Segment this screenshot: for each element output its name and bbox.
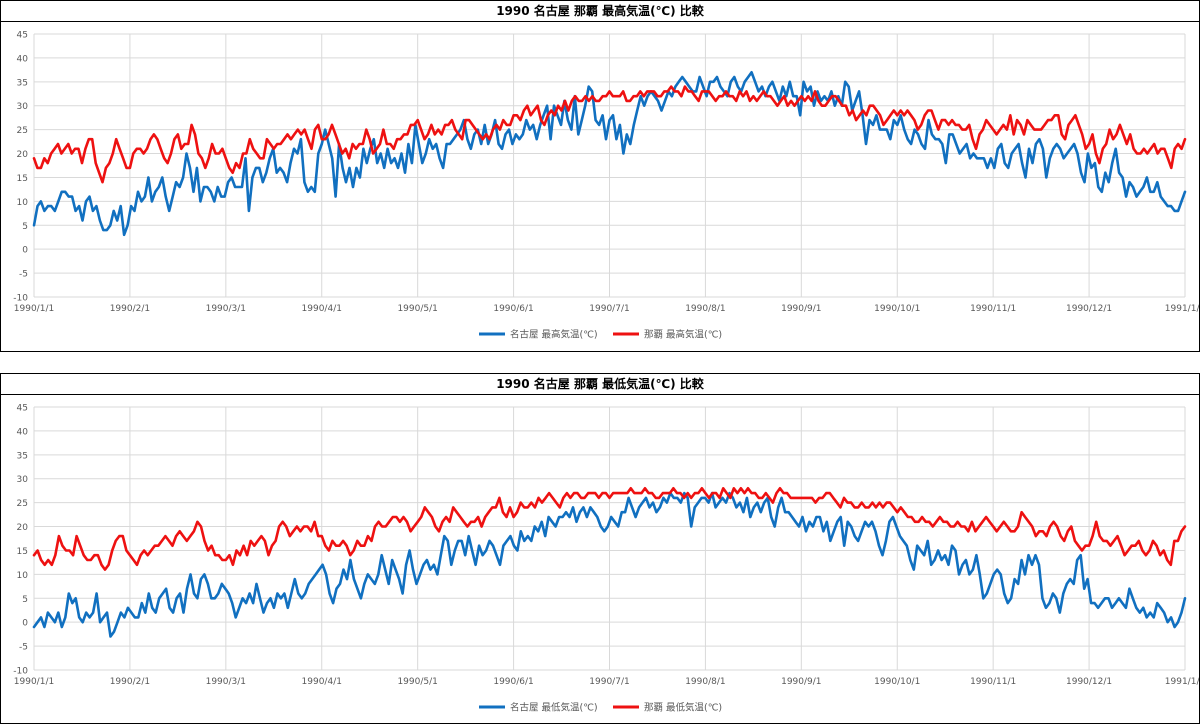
x-tick-label: 1990/9/1 [781, 677, 821, 687]
chart-title-min: 1990 名古屋 那覇 最低気温(℃) 比較 [0, 373, 1200, 395]
y-tick-label: 40 [17, 427, 29, 437]
y-tick-label: 5 [22, 595, 28, 605]
y-tick-label: 30 [17, 102, 29, 112]
y-tick-label: 45 [17, 404, 28, 414]
y-tick-label: 35 [17, 78, 28, 88]
x-tick-label: 1990/6/1 [493, 304, 533, 314]
x-tick-label: 1990/4/1 [302, 304, 342, 314]
chart-panel-max: 1990 名古屋 那覇 最高気温(℃) 比較 -10 -5 0 5 10 15 20 25 30… [0, 0, 1200, 352]
x-tick-label: 1990/7/1 [589, 677, 629, 687]
y-tick-label: 45 [17, 31, 28, 41]
y-tick-label: 30 [17, 475, 29, 485]
x-tick-label: 1990/10/1 [874, 304, 920, 314]
y-tick-label: 25 [17, 126, 28, 136]
legend-label-0: 名古屋 最低気温(℃) [510, 702, 598, 714]
y-tick-label: -5 [19, 270, 28, 280]
series-line-0 [32, 491, 1187, 638]
x-tick-label: 1990/2/1 [110, 677, 150, 687]
series-line-0 [32, 70, 1187, 237]
x-tick-label: 1990/10/1 [874, 677, 920, 687]
y-tick-label: 0 [22, 246, 28, 256]
x-tick-label: 1990/12/1 [1066, 304, 1112, 314]
x-tick-label: 1990/5/1 [397, 304, 437, 314]
y-tick-label: 10 [17, 198, 29, 208]
y-tick-label: -10 [13, 667, 28, 677]
x-tick-label: 1990/2/1 [110, 304, 150, 314]
x-tick-label: 1990/5/1 [397, 677, 437, 687]
plot-area-min: -10 -5 0 5 10 15 20 25 30 35 40 45 1990/1/1 1990/2/1 1… [0, 394, 1200, 724]
legend-label-0: 名古屋 最高気温(℃) [510, 329, 598, 341]
x-tick-label: 1990/6/1 [493, 677, 533, 687]
series-line-1 [32, 85, 1187, 184]
series-line-1 [32, 487, 1187, 571]
chart-svg-min: -10 -5 0 5 10 15 20 25 30 35 40 45 1990/1/1 1990/2/1 1… [13, 404, 1200, 714]
x-tick-label: 1990/8/1 [685, 304, 725, 314]
y-tick-label: 20 [17, 523, 29, 533]
chart-svg-max: -10 -5 0 5 10 15 20 25 30 35 40 45 1990/1/1 1990/2/1 1… [13, 31, 1200, 341]
x-tick-label: 1990/1/1 [14, 304, 54, 314]
x-tick-label: 1990/4/1 [302, 677, 342, 687]
x-tick-label: 1991/1/1 [1165, 304, 1199, 314]
legend-label-1: 那覇 最高気温(℃) [644, 329, 722, 341]
y-tick-label: 5 [22, 222, 28, 232]
y-tick-label: 35 [17, 451, 28, 461]
chart-panel-min: 1990 名古屋 那覇 最低気温(℃) 比較 -10 -5 0 5 10 15 20 25 30… [0, 373, 1200, 724]
y-tick-label: 10 [17, 571, 29, 581]
x-tick-label: 1990/7/1 [589, 304, 629, 314]
x-tick-label: 1990/8/1 [685, 677, 725, 687]
x-tick-label: 1990/11/1 [970, 677, 1016, 687]
y-tick-label: 0 [22, 619, 28, 629]
x-tick-label: 1990/12/1 [1066, 677, 1112, 687]
y-tick-label: 15 [17, 547, 28, 557]
y-tick-label: 20 [17, 150, 29, 160]
plot-area-max: -10 -5 0 5 10 15 20 25 30 35 40 45 1990/1/1 1990/2/1 1… [0, 21, 1200, 352]
y-tick-label: 40 [17, 54, 29, 64]
legend-label-1: 那覇 最低気温(℃) [644, 702, 722, 714]
x-tick-label: 1990/9/1 [781, 304, 821, 314]
y-tick-label: -5 [19, 643, 28, 653]
y-tick-label: 25 [17, 499, 28, 509]
x-tick-label: 1990/11/1 [970, 304, 1016, 314]
x-tick-label: 1991/1/1 [1165, 677, 1199, 687]
x-tick-label: 1990/3/1 [206, 304, 246, 314]
chart-title-max: 1990 名古屋 那覇 最高気温(℃) 比較 [0, 0, 1200, 22]
x-tick-label: 1990/3/1 [206, 677, 246, 687]
x-tick-label: 1990/1/1 [14, 677, 54, 687]
y-tick-label: -10 [13, 294, 28, 304]
y-tick-label: 15 [17, 174, 28, 184]
